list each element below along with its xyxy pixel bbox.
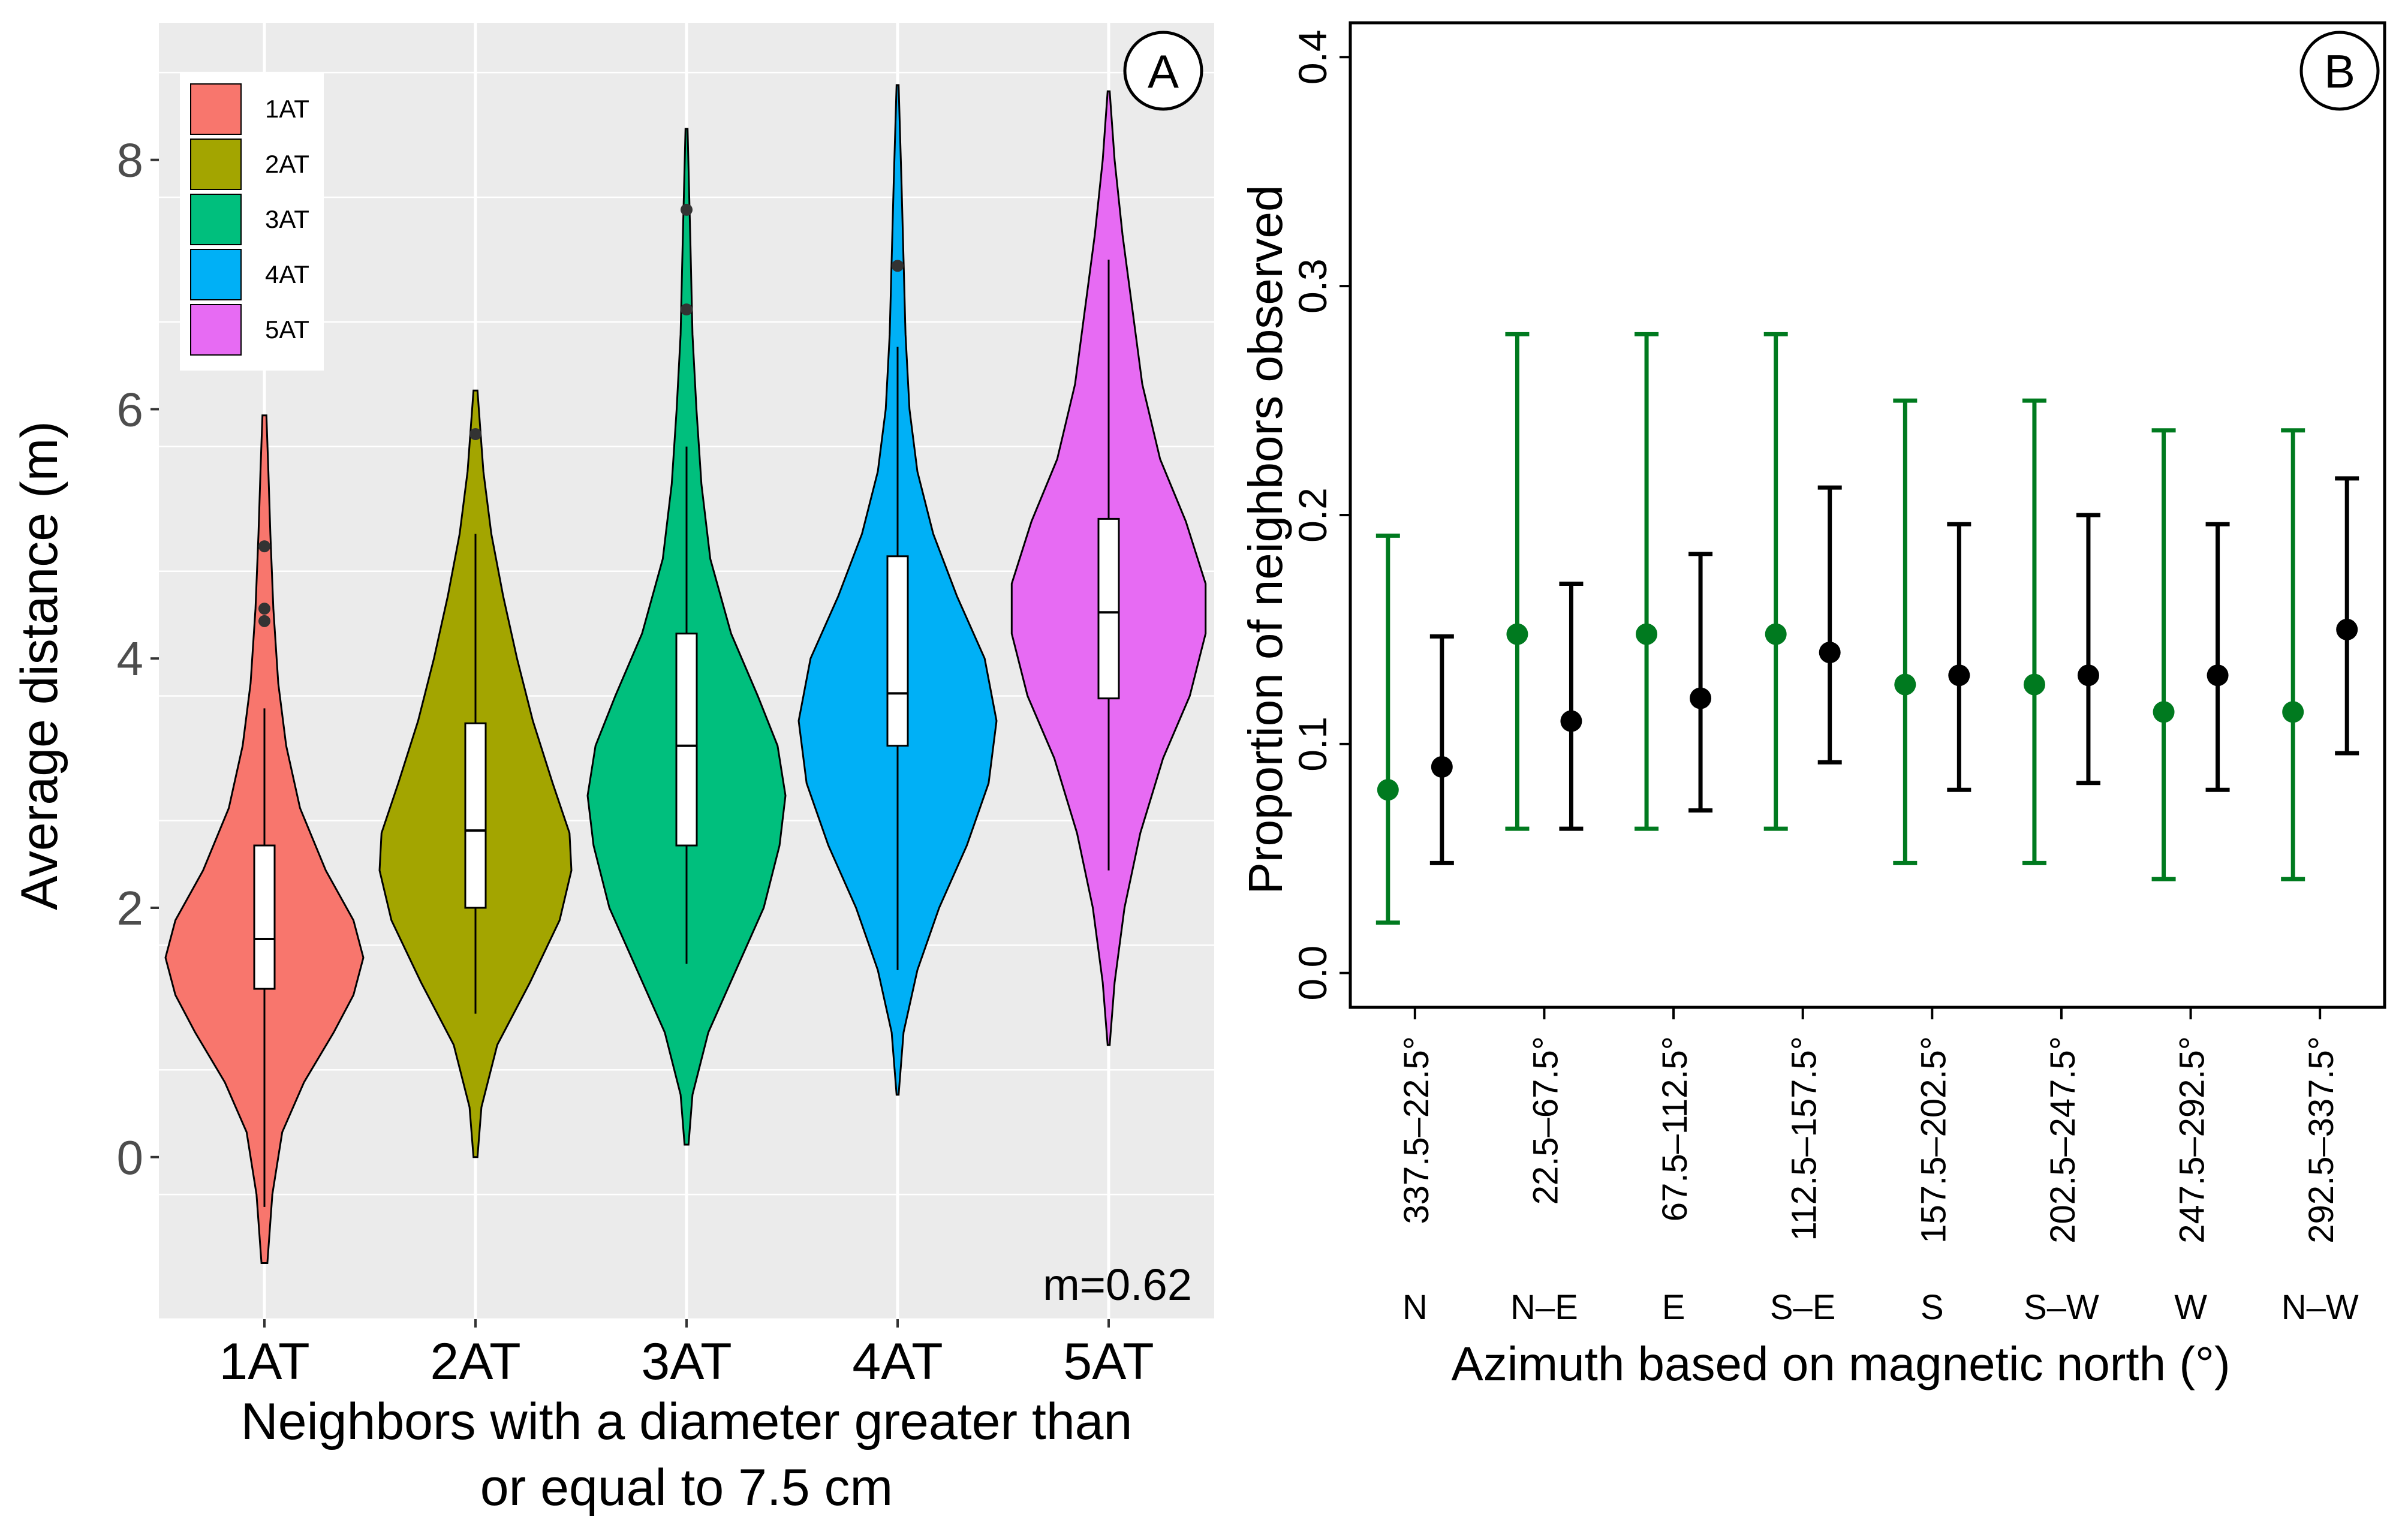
y-tick-label: 0.0	[1290, 946, 1335, 1001]
y-tick-label: 2	[117, 881, 144, 935]
legend-swatch-1AT	[190, 83, 242, 135]
x-direction-label: N	[1402, 1288, 1428, 1327]
panel-a-x-axis-label-line1: Neighbors with a diameter greater than	[241, 1393, 1133, 1450]
violin-outlier	[892, 260, 904, 272]
x-tick-label: 247.5–292.5°	[2173, 1036, 2212, 1244]
x-tick-label: 4AT	[852, 1333, 943, 1390]
violin-box	[464, 722, 487, 909]
error-point	[1948, 664, 1970, 687]
violin-box	[253, 844, 276, 990]
panel-a-legend: 1AT 2AT 3AT 4AT 5AT	[180, 73, 324, 371]
error-point	[1636, 623, 1658, 645]
error-point	[1560, 710, 1582, 732]
error-series-1	[1375, 332, 2305, 925]
error-point	[1819, 642, 1841, 664]
panel-b-x-axis-label: Azimuth based on magnetic north (°)	[1451, 1337, 2230, 1390]
violin-group-3AT	[586, 128, 787, 1146]
violin-outlier	[258, 615, 270, 627]
x-tick-label: 112.5–157.5°	[1785, 1036, 1824, 1241]
panel-a-label-badge: A	[1123, 31, 1203, 111]
legend-swatch-4AT	[190, 249, 242, 300]
panel-a-x-ticks: 1AT 2AT 3AT 4AT 5AT	[219, 1319, 1154, 1390]
x-direction-label: S–W	[2024, 1288, 2099, 1327]
x-direction-label: S	[1921, 1288, 1944, 1327]
panel-b-error-bars	[1375, 332, 2359, 925]
x-tick-label: 157.5–202.5°	[1914, 1036, 1953, 1244]
legend-swatch-2AT	[190, 139, 242, 190]
x-tick-label: 2AT	[430, 1333, 520, 1390]
violin-outlier	[681, 203, 693, 216]
x-direction-label: E	[1662, 1288, 1685, 1327]
x-direction-label: N–E	[1510, 1288, 1578, 1327]
legend-swatch-3AT	[190, 194, 242, 245]
panel-b-label: B	[2324, 45, 2355, 98]
panel-b: 0.0 0.1 0.2 0.3 0.4 337.5–22.5° N 22.5–67.5° N–…	[1239, 21, 2386, 1390]
error-series-2	[1429, 476, 2359, 865]
error-point	[1894, 673, 1916, 696]
y-tick-label: 0.3	[1290, 258, 1335, 314]
error-point	[1765, 623, 1787, 645]
legend-label-2AT: 2AT	[265, 150, 309, 178]
panel-b-y-ticks: 0.0 0.1 0.2 0.3 0.4	[1290, 29, 1350, 1001]
x-direction-label: S–E	[1770, 1288, 1836, 1327]
violin-group-4AT	[797, 84, 998, 1096]
y-tick-label: 0	[117, 1131, 144, 1184]
violin-box	[886, 555, 909, 747]
violin-group-2AT	[378, 389, 573, 1158]
error-point	[1431, 756, 1453, 778]
legend-swatch-5AT	[190, 304, 242, 356]
violin-outlier	[469, 428, 481, 441]
error-point	[2282, 701, 2304, 723]
panel-b-label-badge: B	[2299, 31, 2380, 111]
y-tick-label: 0.1	[1290, 717, 1335, 772]
panel-a: 0 2 4 6 8 1AT 2AT 3AT 4AT 5AT Average distance (…	[11, 23, 1214, 1516]
error-point	[2207, 664, 2229, 687]
panel-b-plot-frame	[1349, 21, 2386, 1009]
violin-outlier	[258, 603, 270, 615]
y-tick-label: 6	[117, 383, 144, 436]
error-point	[1377, 779, 1399, 801]
x-tick-label: 22.5–67.5°	[1526, 1036, 1565, 1205]
x-tick-label: 3AT	[641, 1333, 732, 1390]
x-direction-label: W	[2174, 1288, 2207, 1327]
error-point	[1506, 623, 1528, 645]
panel-b-x-ticks: 337.5–22.5° N 22.5–67.5° N–E 67.5–112.5° E 112…	[1397, 1007, 2359, 1327]
x-tick-label: 292.5–337.5°	[2302, 1036, 2341, 1244]
violin-outlier	[681, 303, 693, 316]
violin-outlier	[258, 540, 270, 553]
violin-group-1AT	[164, 414, 365, 1264]
legend-label-4AT: 4AT	[265, 260, 309, 288]
panel-a-label: A	[1148, 45, 1179, 98]
x-tick-label: 5AT	[1063, 1333, 1154, 1390]
y-tick-label: 4	[117, 632, 144, 685]
error-point	[2077, 664, 2099, 687]
error-point	[2023, 673, 2045, 696]
x-tick-label: 67.5–112.5°	[1656, 1036, 1694, 1221]
panel-a-annotation: m=0.62	[1043, 1260, 1192, 1310]
panel-b-y-axis-label: Proportion of neighbors observed	[1239, 185, 1292, 895]
legend-label-5AT: 5AT	[265, 315, 309, 344]
violin-box	[1097, 517, 1120, 700]
y-tick-label: 0.4	[1290, 29, 1335, 85]
legend-label-1AT: 1AT	[265, 95, 309, 123]
y-tick-label: 8	[117, 134, 144, 187]
x-tick-label: 337.5–22.5°	[1397, 1036, 1436, 1224]
legend-label-3AT: 3AT	[265, 205, 309, 233]
x-direction-label: N–W	[2281, 1288, 2359, 1327]
violin-box	[675, 633, 698, 847]
x-tick-label: 202.5–247.5°	[2043, 1036, 2082, 1244]
x-tick-label: 1AT	[219, 1333, 309, 1390]
violin-group-5AT	[1010, 90, 1207, 1046]
panel-a-y-axis-label: Average distance (m)	[11, 421, 68, 910]
error-point	[1690, 687, 1712, 709]
error-point	[2153, 701, 2175, 723]
panel-a-x-axis-label-line2: or equal to 7.5 cm	[480, 1459, 893, 1516]
y-tick-label: 0.2	[1290, 487, 1335, 543]
error-point	[2336, 618, 2358, 640]
panel-a-y-ticks: 0 2 4 6 8	[117, 134, 159, 1184]
panel-a-violins	[164, 84, 1207, 1264]
